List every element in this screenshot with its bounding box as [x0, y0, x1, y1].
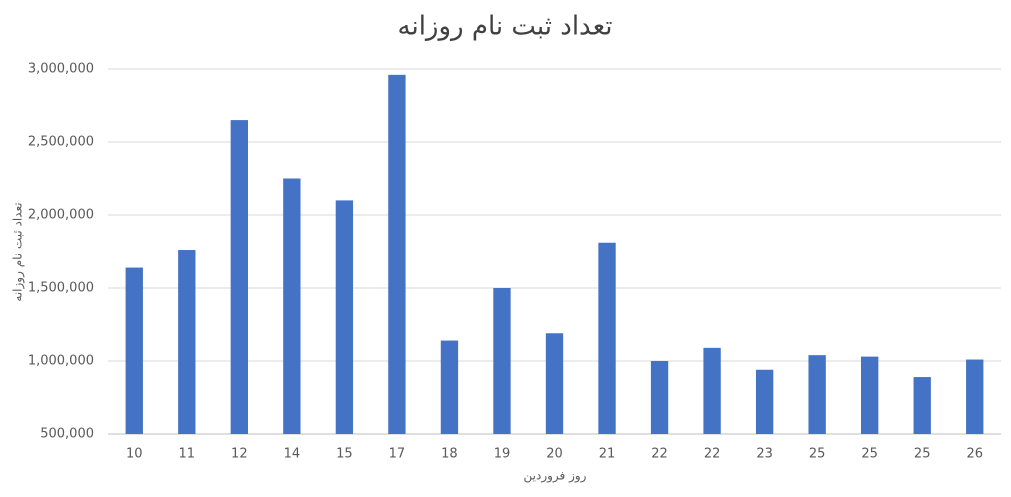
bar	[283, 178, 301, 434]
x-tick-label: 25	[914, 447, 931, 462]
y-tick-label: 2,000,000	[28, 208, 94, 223]
bar	[808, 355, 826, 434]
y-tick-label: 2,500,000	[28, 135, 94, 150]
y-tick-label: 3,000,000	[28, 62, 94, 77]
x-tick-label: 10	[126, 447, 143, 462]
x-tick-label: 12	[231, 447, 248, 462]
x-tick-label: 26	[966, 447, 983, 462]
bar	[178, 250, 196, 434]
x-axis-title: روز فروردین	[524, 469, 587, 484]
x-tick-label: 22	[704, 447, 721, 462]
x-tick-label: 17	[389, 447, 406, 462]
x-tick-label: 25	[809, 447, 826, 462]
x-tick-label: 19	[494, 447, 511, 462]
x-tick-label: 20	[546, 447, 563, 462]
bar	[861, 356, 879, 434]
bar	[230, 120, 248, 434]
x-tick-label: 23	[756, 447, 773, 462]
chart-title: تعداد ثبت نام روزانه	[398, 12, 613, 42]
y-tick-label: 1,000,000	[28, 354, 94, 369]
x-tick-label: 22	[651, 447, 668, 462]
bar	[913, 377, 931, 434]
x-tick-label: 21	[599, 447, 616, 462]
y-tick-label: 500,000	[40, 427, 94, 442]
bar	[966, 359, 984, 434]
y-tick-label: 1,500,000	[28, 281, 94, 296]
bar	[545, 333, 564, 434]
bar	[335, 200, 354, 434]
x-tick-label: 25	[861, 447, 878, 462]
bar	[650, 361, 669, 434]
bar	[440, 340, 459, 434]
bar	[493, 288, 511, 434]
bar	[703, 347, 721, 434]
x-tick-label: 14	[284, 447, 301, 462]
bar	[755, 369, 774, 434]
x-tick-label: 15	[336, 447, 353, 462]
y-axis-title: تعداد ثبت نام روزانه	[11, 202, 26, 301]
x-tick-label: 11	[179, 447, 196, 462]
x-tick-label: 18	[441, 447, 458, 462]
bar	[388, 74, 406, 434]
bar	[598, 242, 616, 434]
bar	[125, 267, 143, 434]
